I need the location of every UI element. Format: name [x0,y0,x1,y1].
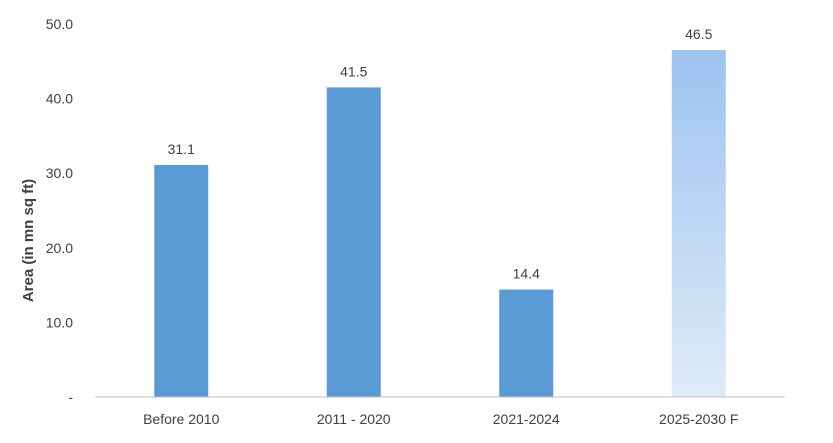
y-tick-label: 10.0 [46,314,73,330]
x-tick-labels: Before 2010 2011 - 2020 2021-2024 2025-2030… [143,411,738,427]
bar [154,164,209,397]
bar [499,289,554,397]
y-tick-labels: - 10.0 20.0 30.0 40.0 50.0 [46,16,74,405]
x-tick-label: Before 2010 [143,411,219,427]
x-tick-label: 2025-2030 F [659,411,738,427]
y-tick-label: 50.0 [46,16,73,32]
y-tick-label: 30.0 [46,165,73,181]
x-tick-label: 2011 - 2020 [317,411,391,427]
bar [671,50,726,398]
value-labels-layer: 31.1 41.5 14.4 46.5 [168,26,713,281]
y-tick-label: - [68,389,73,405]
bar-value-label: 41.5 [340,63,367,79]
bar-value-label: 46.5 [685,26,712,42]
bar-value-label: 31.1 [168,141,195,157]
y-tick-label: 20.0 [46,240,73,256]
bars-layer [154,50,726,398]
y-axis-title: Area (in mn sq ft) [20,179,37,302]
bar [326,87,381,397]
y-tick-label: 40.0 [46,91,73,107]
x-tick-label: 2021-2024 [493,411,560,427]
bar-value-label: 14.4 [513,266,540,282]
